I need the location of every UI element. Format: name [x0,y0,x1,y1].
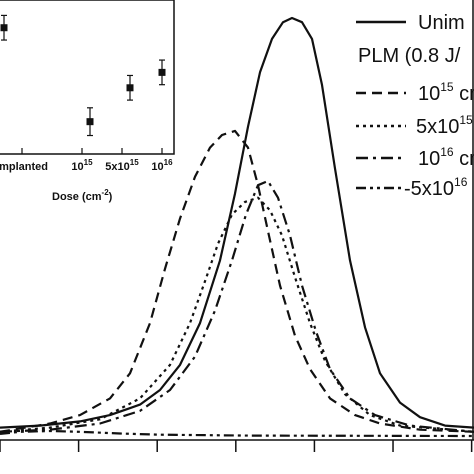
legend: Unim PLM (0.8 J/ 1015 cm 5x1015 1016 cm … [356,12,474,200]
series-line-d1e15 [0,129,474,433]
series-line-d5e16 [0,429,474,438]
legend-label-unimplanted: Unim [418,12,465,34]
inset-marker-d5e15 [126,84,134,92]
inset-marker-d1e16 [158,68,166,76]
legend-label-5e16: -5x1016 [404,175,468,200]
inset-x-tick-label-t1e15: 1015 [71,158,93,173]
legend-label-1e15-base: 10 [418,83,440,105]
legend-label-1e16: 1016 cm [418,145,474,170]
inset-frame [0,0,175,155]
inset-x-axis-label-base: Dose (cm [52,191,102,203]
inset-x-tick-label-t5e15: 5x1015 [105,158,139,173]
legend-label-1e16-base: 10 [418,148,440,170]
legend-label-5e15: 5x1015 [416,113,473,138]
legend-header: PLM (0.8 J/ [358,45,461,67]
inset-point-unimplanted [0,14,8,41]
legend-label-unimplanted-text: Unim [418,12,465,34]
inset-x-tick-label-implanted: implanted [0,161,48,173]
inset-plot: implanted 1015 5x1015 1016 Dose (cm-2) [0,0,175,203]
inset-marker-unimplanted [0,24,8,32]
legend-label-5e15-base: 5x10 [416,116,459,138]
legend-label-1e15-unit: cm [454,83,474,105]
legend-label-1e15-sup: 15 [440,80,454,94]
inset-points-group [0,14,166,137]
inset-marker-d1e15 [86,118,94,126]
inset-x-axis-label-close: ) [109,191,113,203]
main-series-group [0,16,474,438]
legend-label-5e15-sup: 15 [459,113,473,127]
inset-x-ticks: implanted 1015 5x1015 1016 [0,148,173,173]
inset-x-axis-label: Dose (cm-2) [52,188,113,203]
legend-label-5e16-sup: 16 [454,175,468,189]
legend-label-1e15: 1015 cm [418,80,474,105]
legend-label-1e16-unit: cm [454,148,474,170]
inset-x-axis-label-sup: -2 [102,188,110,197]
series-line-d5e15 [0,196,474,433]
inset-x-tick-label-t1e16: 1016 [151,158,173,173]
main-x-ticks [0,440,473,452]
legend-label-1e16-sup: 16 [440,145,454,159]
inset-point-d1e16 [158,59,166,86]
inset-point-d5e15 [126,74,134,101]
inset-point-d1e15 [86,107,94,137]
series-line-unimplanted [0,16,474,429]
series-line-d1e16 [0,179,474,433]
legend-label-5e16-base: -5x10 [404,178,454,200]
main-plot [0,0,474,452]
